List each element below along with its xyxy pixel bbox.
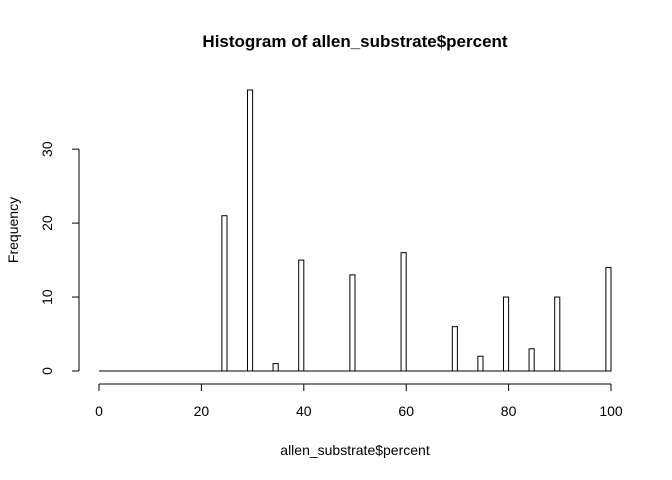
plot-area: [99, 89, 612, 372]
x-tick-label: 0: [95, 403, 103, 419]
x-axis-label: allen_substrate$percent: [280, 442, 430, 458]
y-tick-label: 20: [39, 215, 55, 231]
x-tick-label: 100: [599, 403, 623, 419]
x-tick-label: 20: [194, 403, 210, 419]
histogram-bar: [477, 355, 484, 372]
histogram-bar: [272, 363, 279, 372]
histogram-bar: [528, 348, 535, 372]
histogram-bar: [221, 215, 228, 372]
histogram-bar: [605, 266, 612, 372]
histogram-bar: [502, 296, 510, 372]
histogram-bar: [400, 252, 407, 372]
histogram-bar: [298, 259, 305, 372]
x-tick-label: 80: [501, 403, 517, 419]
histogram-bar: [246, 89, 254, 372]
chart-title: Histogram of allen_substrate$percent: [202, 32, 507, 51]
histogram-bar: [554, 296, 561, 372]
y-axis-label: Frequency: [5, 197, 21, 263]
histogram-bar: [451, 326, 458, 372]
y-tick-label: 30: [39, 141, 55, 157]
x-tick-label: 60: [398, 403, 414, 419]
x-tick-label: 40: [296, 403, 312, 419]
histogram-bar: [349, 274, 356, 372]
axes: 0 20 40 60 80 100 0 10 20 30: [39, 141, 623, 419]
y-tick-label: 10: [39, 289, 55, 305]
y-tick-label: 0: [39, 367, 55, 375]
